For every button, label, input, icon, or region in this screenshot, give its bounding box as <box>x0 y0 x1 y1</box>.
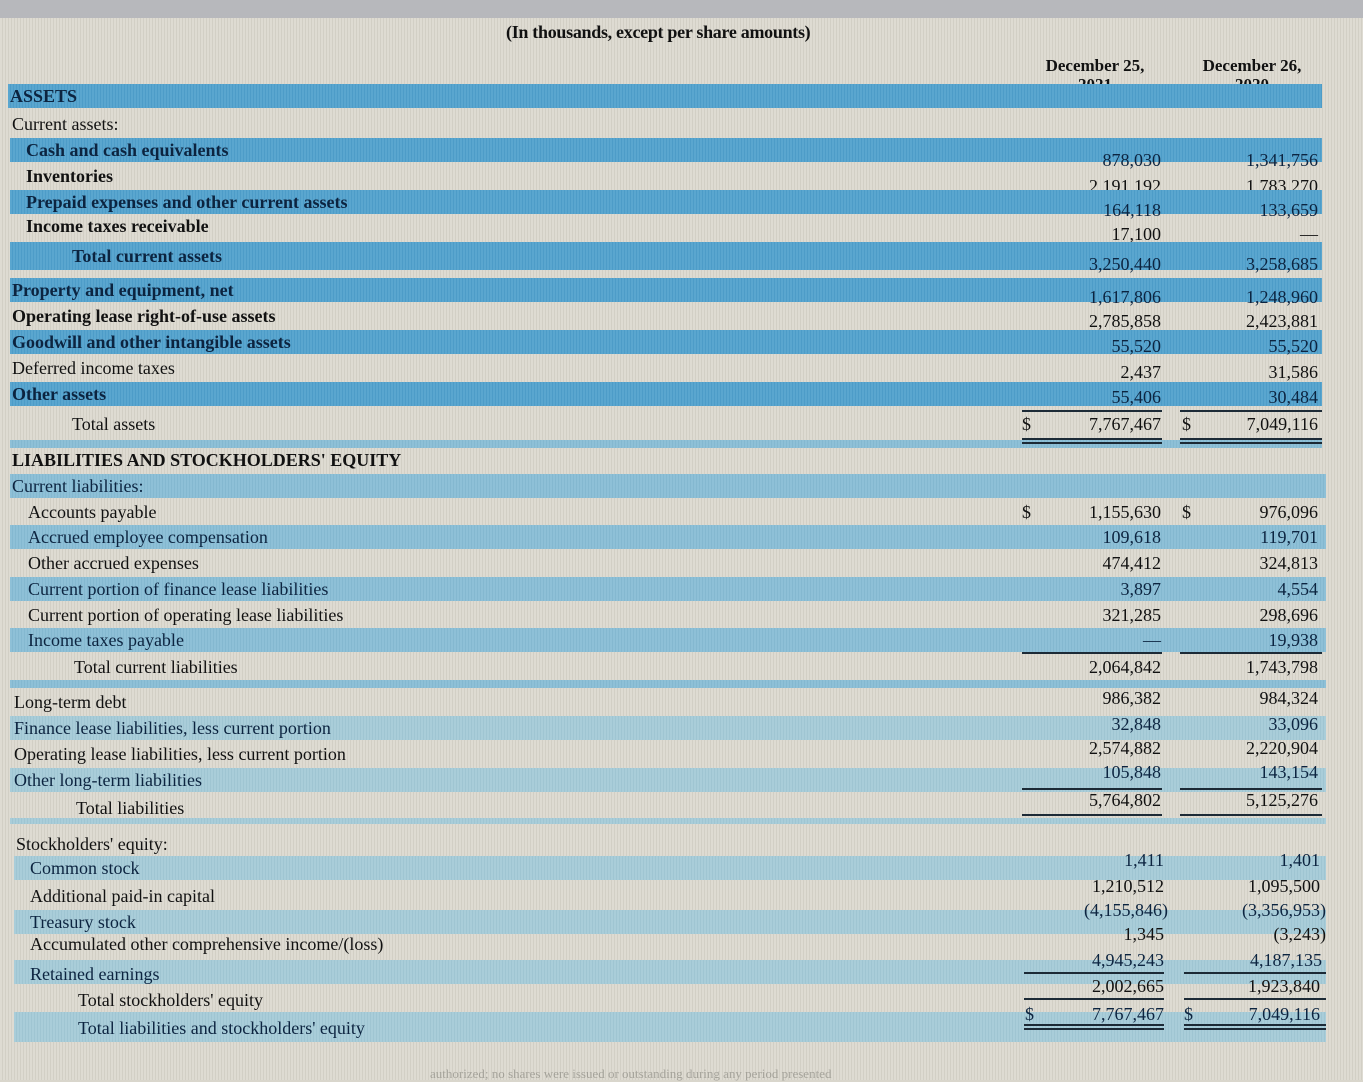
subtotal-rule <box>1180 410 1322 412</box>
band <box>10 440 1322 448</box>
table-row: Other long-term liabilities 105,848 143,… <box>14 762 1318 790</box>
subtotal-rule <box>1022 652 1162 654</box>
double-rule <box>1184 1028 1326 1030</box>
band <box>14 1012 1326 1042</box>
table-row: Prepaid expenses and other current asset… <box>26 192 1318 220</box>
table-row: Operating lease right-of-use assets 2,78… <box>12 306 1318 331</box>
table-row: Goodwill and other intangible assets 55,… <box>12 332 1318 356</box>
table-row: Treasury stock (4,155,846) (3,356,953) <box>30 900 1326 932</box>
band <box>10 138 1322 162</box>
band <box>10 628 1326 652</box>
heading-current-liabilities: Current liabilities: <box>12 476 144 496</box>
total-row: Total current assets 3,250,440 3,258,685 <box>72 246 1318 274</box>
band <box>10 330 1322 354</box>
table-row: Operating lease liabilities, less curren… <box>14 738 1318 764</box>
table-row: Property and equipment, net 1,617,806 1,… <box>12 280 1318 307</box>
double-rule <box>1022 442 1162 444</box>
double-rule <box>1024 1028 1164 1030</box>
band <box>14 856 1326 880</box>
total-row: Total stockholders' equity 2,002,665 1,9… <box>78 976 1320 1010</box>
table-row: Long-term debt 986,382 984,324 <box>14 688 1318 712</box>
subtotal-rule <box>1180 652 1322 654</box>
subtotal-rule <box>1024 972 1164 974</box>
table-row: Other accrued expenses 474,412 324,813 <box>28 553 1318 573</box>
band <box>10 242 1322 270</box>
double-rule <box>1024 1024 1164 1026</box>
total-rule <box>1180 814 1322 816</box>
monitor-bezel <box>0 0 1363 20</box>
table-row: Common stock 1,411 1,401 <box>30 850 1320 878</box>
table-row: Income taxes receivable 17,100 — <box>26 216 1318 244</box>
band <box>10 525 1326 549</box>
total-row: Total liabilities 5,764,802 5,125,276 <box>76 790 1318 818</box>
table-row: Other assets 55,406 30,484 <box>12 384 1318 407</box>
section-title-assets: ASSETS <box>10 86 78 106</box>
band <box>10 818 1326 824</box>
subtotal-rule <box>1184 998 1326 1000</box>
table-row: Cash and cash equivalents 878,030 1,341,… <box>26 140 1318 170</box>
band <box>10 190 1322 214</box>
subtotal-rule <box>1180 788 1322 790</box>
subtotal-rule <box>1024 998 1164 1000</box>
band <box>8 84 1322 108</box>
band <box>10 474 1326 498</box>
total-row: Total current liabilities 2,064,842 1,74… <box>74 657 1318 677</box>
heading-current-assets: Current assets: <box>12 114 119 134</box>
subtotal-rule <box>1184 972 1326 974</box>
heading-stockholders-equity: Stockholders' equity: <box>16 834 168 854</box>
footnote-partial: authorized; no shares were issued or out… <box>430 1066 832 1081</box>
band <box>14 910 1326 934</box>
table-row: Income taxes payable — 19,938 <box>28 630 1318 650</box>
total-row: Total assets $ 7,767,467 $ 7,049,116 <box>72 414 1318 434</box>
table-row: Retained earnings 4,945,243 4,187,135 <box>30 950 1322 984</box>
table-row: Accrued employee compensation 109,618 11… <box>28 527 1318 547</box>
total-rule <box>1022 814 1162 816</box>
double-rule <box>1022 438 1162 440</box>
table-row: Finance lease liabilities, less current … <box>14 714 1318 738</box>
table-row: Current portion of finance lease liabili… <box>28 579 1318 599</box>
table-row: Inventories 2,191,192 1,783,270 <box>26 166 1318 196</box>
band <box>10 716 1326 740</box>
double-rule <box>1180 442 1322 444</box>
band <box>10 278 1322 302</box>
subtotal-rule <box>1022 410 1162 412</box>
table-row: Current portion of operating lease liabi… <box>28 605 1318 625</box>
band <box>10 382 1322 406</box>
section-title-liabilities: LIABILITIES AND STOCKHOLDERS' EQUITY <box>12 450 402 470</box>
double-rule <box>1184 1024 1326 1026</box>
units-note: (In thousands, except per share amounts) <box>506 22 811 42</box>
grand-total-row: Total liabilities and stockholders' equi… <box>78 1004 1320 1038</box>
band <box>10 680 1326 688</box>
table-row: Accumulated other comprehensive income/(… <box>30 924 1326 954</box>
table-row: Accounts payable $ 1,155,630 $ 976,096 <box>28 502 1318 522</box>
subtotal-rule <box>1022 788 1162 790</box>
band <box>10 577 1326 601</box>
table-row: Deferred income taxes 2,437 31,586 <box>12 358 1318 382</box>
double-rule <box>1180 438 1322 440</box>
table-row: Additional paid-in capital 1,210,512 1,0… <box>30 876 1320 906</box>
